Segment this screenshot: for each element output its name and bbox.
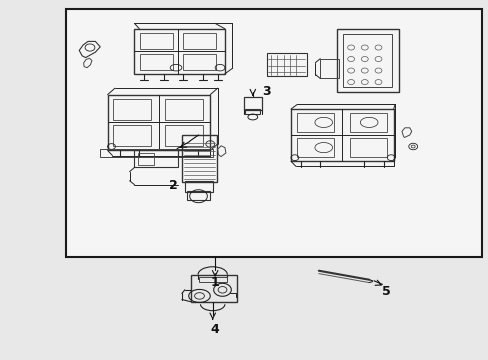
- Bar: [107, 95, 210, 150]
- Bar: [266, 53, 306, 76]
- Bar: [343, 34, 391, 87]
- Bar: [320, 59, 338, 78]
- Bar: [243, 97, 262, 110]
- Bar: [349, 113, 386, 132]
- Bar: [113, 99, 151, 120]
- Text: 1: 1: [210, 276, 219, 289]
- Bar: [182, 135, 217, 182]
- Bar: [290, 109, 393, 161]
- Text: 4: 4: [210, 323, 219, 336]
- Bar: [184, 181, 213, 192]
- Bar: [165, 99, 203, 120]
- Bar: [245, 109, 260, 114]
- Bar: [140, 33, 172, 49]
- Bar: [297, 113, 334, 132]
- Bar: [183, 54, 216, 70]
- Bar: [138, 153, 153, 165]
- Bar: [134, 150, 178, 167]
- Bar: [183, 33, 216, 49]
- Bar: [297, 138, 334, 157]
- Bar: [186, 191, 210, 200]
- Bar: [66, 9, 481, 257]
- Text: 3: 3: [262, 85, 270, 98]
- Bar: [190, 275, 237, 302]
- Text: 5: 5: [381, 285, 390, 298]
- Bar: [337, 29, 398, 92]
- Bar: [165, 125, 203, 146]
- Bar: [113, 125, 151, 146]
- Bar: [100, 149, 212, 157]
- Bar: [198, 277, 226, 282]
- Bar: [134, 29, 224, 74]
- Bar: [140, 54, 172, 70]
- Text: 2: 2: [169, 179, 178, 192]
- Bar: [349, 138, 386, 157]
